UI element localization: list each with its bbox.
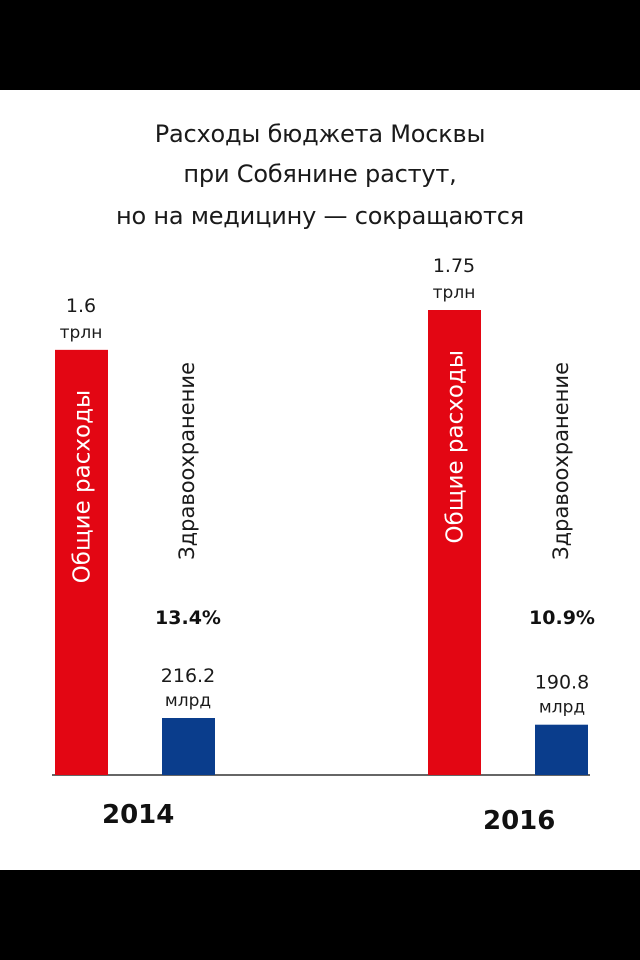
bar-health-2014	[162, 718, 215, 775]
chart-title-line-3: но на медицину — сокращаются	[115, 202, 525, 230]
chart-card: Расходы бюджета Москвы при Собянине раст…	[0, 90, 640, 870]
chart-title-line-2: при Собянине растут,	[183, 160, 457, 188]
bar-total-label-2016: Общие расходы	[443, 350, 469, 543]
chart-title-line-1: Расходы бюджета Москвы	[154, 120, 486, 148]
value-label-health-2016: 190.8	[535, 672, 589, 694]
series-label-health-2014: Здравоохранение	[175, 362, 199, 560]
unit-label-total-2016: трлн	[433, 283, 476, 303]
value-label-health-2014: 216.2	[161, 665, 215, 687]
unit-label-total-2014: трлн	[60, 323, 103, 343]
bar-health-2016	[535, 724, 588, 775]
bar-total-2016	[428, 310, 481, 775]
year-label-2014: 2014	[102, 800, 175, 830]
bar-chart: Общие расходы 1.6 трлн 216.2 млрд 13.4% Здраво…	[52, 255, 595, 776]
share-label-2016: 10.9%	[529, 607, 595, 629]
unit-label-health-2014: млрд	[165, 691, 211, 711]
value-label-total-2016: 1.75	[433, 255, 475, 277]
unit-label-health-2016: млрд	[539, 698, 585, 718]
series-label-health-2016: Здравоохранение	[549, 362, 573, 560]
bar-total-2014	[55, 349, 108, 775]
year-label-2016: 2016	[483, 806, 556, 836]
bar-total-label-2014: Общие расходы	[70, 390, 96, 583]
share-label-2014: 13.4%	[155, 607, 221, 629]
value-label-total-2014: 1.6	[66, 295, 96, 317]
